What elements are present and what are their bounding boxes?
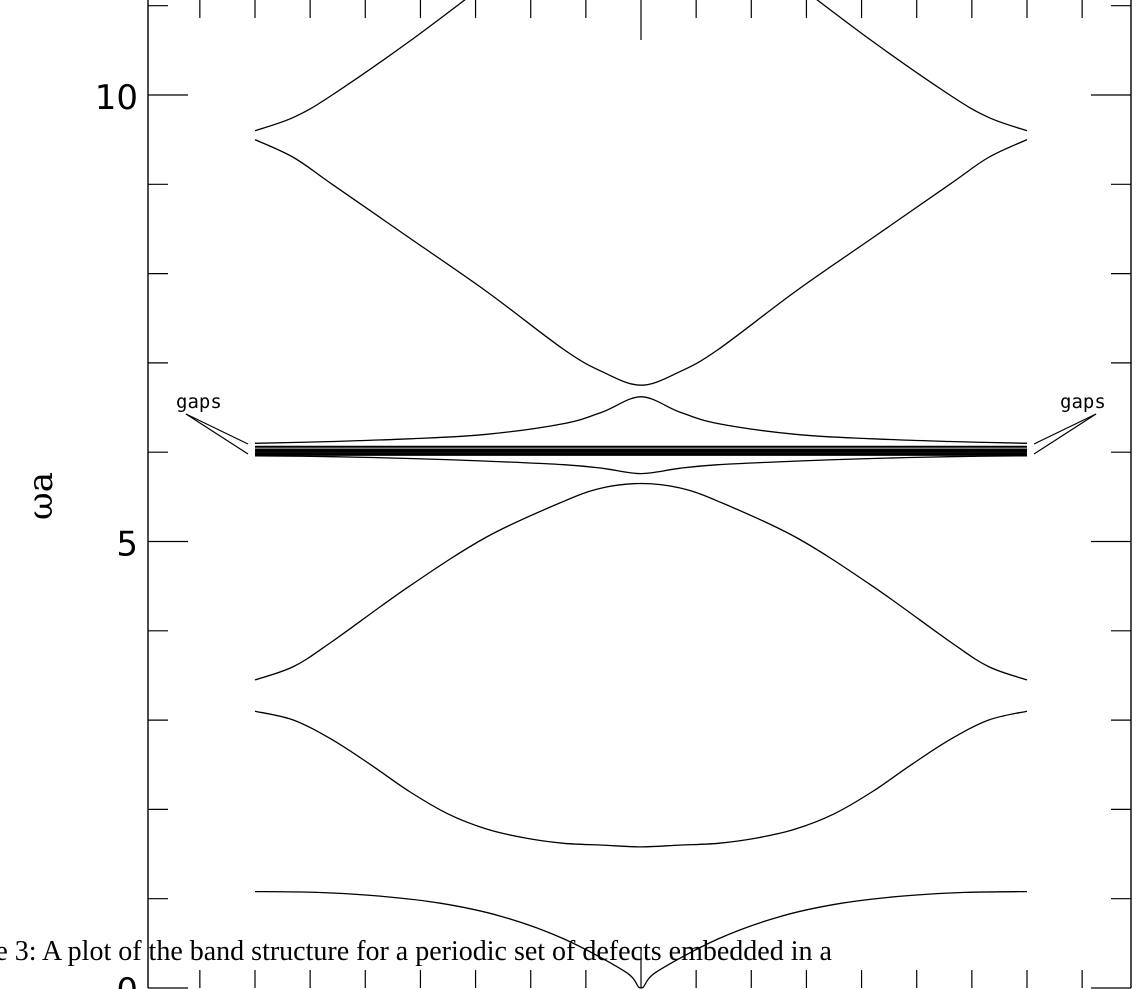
band-line (254, 710, 1028, 848)
y-tick-label: 0 (116, 971, 138, 989)
axis-ticks (148, 0, 1131, 989)
y-tick-label: 5 (116, 525, 138, 565)
band-line (254, 455, 1028, 475)
band-line (254, 482, 1028, 681)
figure-caption: re 3: A plot of the band structure for a… (0, 936, 832, 967)
gaps-label-left: gaps (176, 391, 222, 413)
gaps-label-right: gaps (1060, 391, 1106, 413)
y-axis-label: ωa (21, 472, 61, 520)
gaps-leader-left (185, 413, 249, 445)
band-line (254, 139, 1028, 386)
gap-annotations: gaps gaps (176, 391, 1106, 455)
gaps-leader-right (1033, 413, 1097, 455)
y-tick-labels: 0 5 10 (95, 78, 138, 989)
band-line (816, 0, 1028, 132)
band-lines (254, 0, 1028, 989)
band-line (254, 396, 1028, 444)
y-tick-label: 10 (95, 78, 138, 118)
band-line (254, 0, 466, 132)
plot-frame (147, 0, 1132, 988)
gaps-leader-left (185, 413, 249, 455)
gaps-leader-right (1033, 413, 1097, 445)
band-line (254, 890, 1028, 989)
